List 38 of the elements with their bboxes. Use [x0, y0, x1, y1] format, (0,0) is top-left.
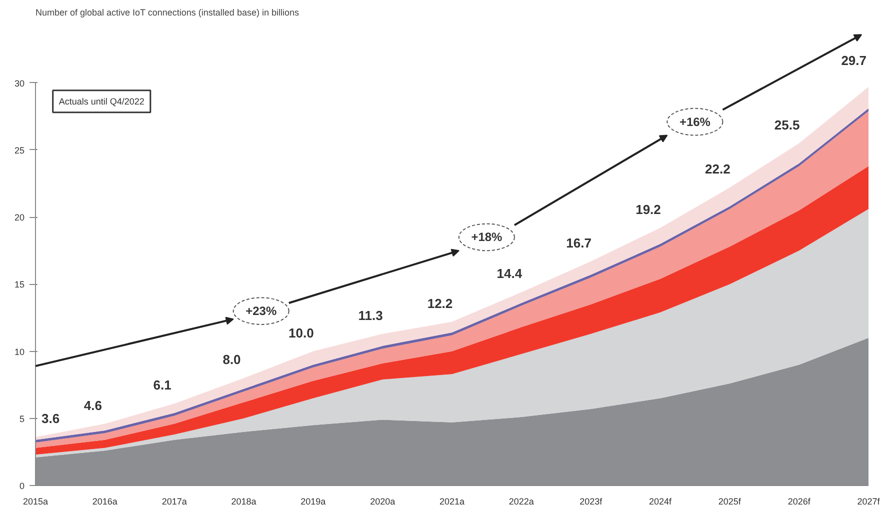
total-label: 25.5 — [774, 117, 800, 132]
y-tick-label: 25 — [14, 145, 25, 156]
x-tick-label: 2027f — [857, 496, 880, 506]
x-tick-label: 2019a — [300, 496, 326, 506]
total-label: 22.2 — [705, 162, 730, 177]
annotation: +16% — [679, 114, 711, 129]
total-label: 29.7 — [841, 52, 867, 68]
y-tick-label: 0 — [19, 481, 25, 491]
y-tick-label: 20 — [14, 212, 25, 223]
total-label: 8.0 — [222, 352, 241, 368]
y-tick-label: 5 — [19, 414, 25, 424]
annotation: +23% — [246, 304, 277, 318]
x-tick-label: 2016a — [92, 496, 118, 506]
total-label: 3.6 — [42, 411, 60, 426]
chart-title: Number of global active IoT connections (installed base) in billions — [36, 8, 300, 18]
x-tick-label: 2020a — [370, 496, 396, 506]
y-tick-label: 15 — [14, 280, 25, 290]
x-tick-label: 2025f — [718, 496, 742, 506]
x-tick-label: 2021a — [439, 496, 465, 506]
annotation: +18% — [471, 230, 503, 244]
total-label: 4.6 — [84, 398, 102, 413]
x-tick-label: 2024f — [648, 496, 672, 506]
x-tick-label: 2022a — [508, 496, 534, 506]
total-label: 16.7 — [566, 235, 592, 250]
total-label: 6.1 — [153, 378, 172, 393]
annotation: Actuals until Q4/2022 — [58, 96, 144, 106]
y-tick-label: 10 — [14, 346, 25, 357]
total-label: 12.2 — [427, 296, 453, 311]
total-label: 19.2 — [636, 202, 661, 217]
total-label: 10.0 — [288, 325, 314, 340]
y-tick-label: 30 — [14, 78, 25, 88]
x-tick-label: 2018a — [231, 496, 256, 506]
x-tick-label: 2015a — [22, 496, 48, 506]
x-tick-label: 2023f — [580, 496, 603, 506]
total-label: 11.3 — [358, 308, 383, 323]
x-tick-label: 2017a — [162, 496, 187, 506]
x-tick-label: 2026f — [788, 496, 811, 506]
total-label: 14.4 — [496, 266, 523, 282]
